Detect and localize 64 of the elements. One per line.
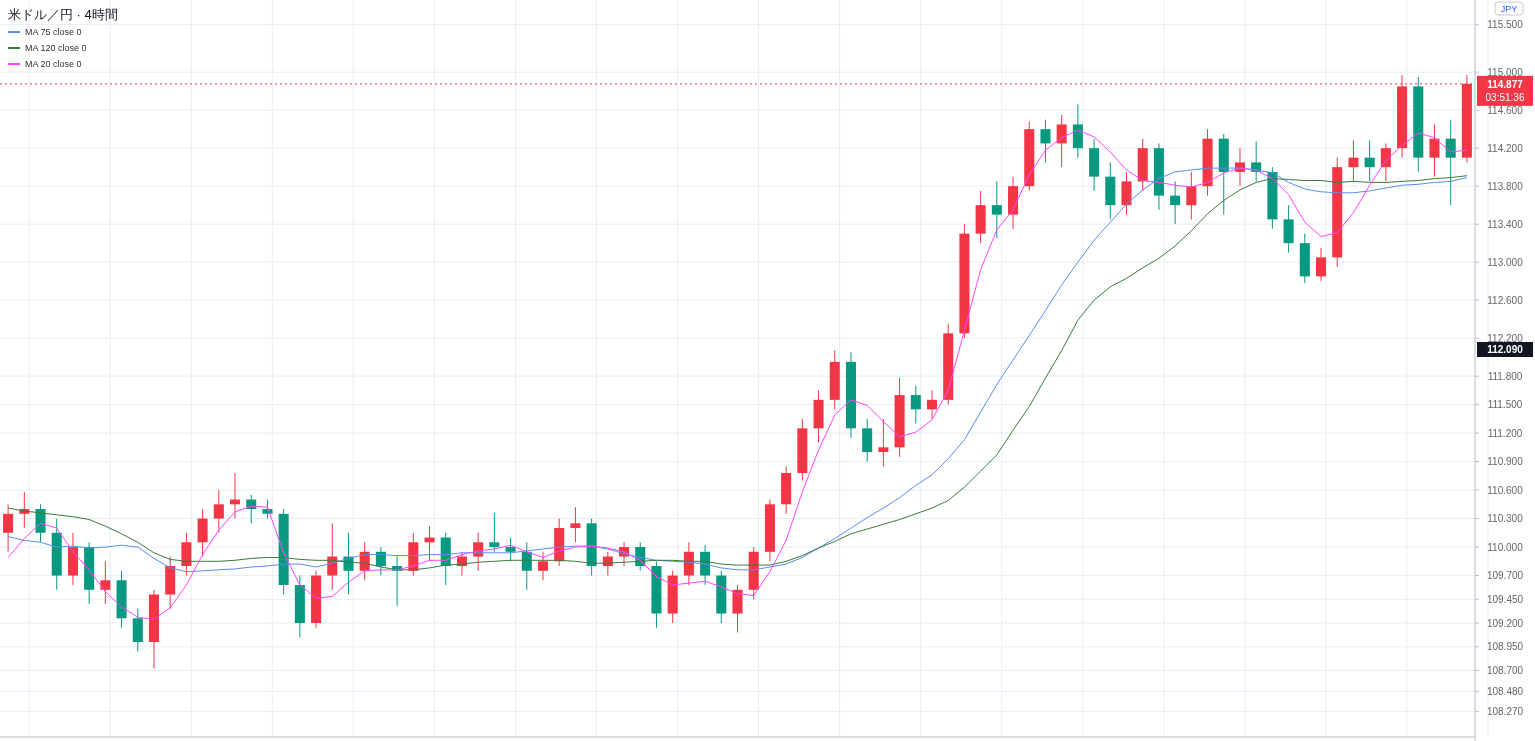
candlestick (1121, 171, 1132, 216)
candlestick (1364, 140, 1375, 182)
text: 米ドル／円 · 4時間 (8, 7, 118, 22)
candlestick (197, 508, 208, 558)
legend-label: MA 20 close 0 (25, 59, 82, 69)
y-tick-label: 114.600 (1487, 104, 1524, 116)
candlestick (570, 506, 581, 543)
y-tick-label: 111.500 (1487, 399, 1523, 411)
candlestick (700, 544, 711, 586)
candlestick (991, 180, 1002, 239)
y-tick-label: 110.900 (1487, 456, 1524, 468)
candlestick (1445, 119, 1456, 206)
candlestick (1072, 103, 1083, 159)
candlestick (1040, 119, 1051, 163)
y-tick-label: 111.200 (1487, 427, 1523, 439)
y-tick-label: 113.000 (1487, 256, 1524, 268)
y-tick-label: 115.000 (1487, 66, 1524, 78)
y-tick-label: 108.950 (1486, 641, 1524, 653)
candlestick (375, 546, 386, 577)
y-tick-label: 108.700 (1486, 665, 1524, 677)
y-tick-label: 113.400 (1487, 218, 1524, 230)
y-tick-label: 112.200 (1487, 332, 1524, 344)
y-tick-label: 115.500 (1487, 19, 1524, 31)
candlestick (3, 503, 14, 553)
candlestick (1056, 114, 1067, 168)
y-tick-label: 108.270 (1486, 705, 1524, 717)
text: 03:51:36 (1485, 91, 1525, 103)
candlestick (926, 389, 938, 420)
candlestick (910, 385, 921, 425)
candlestick (521, 541, 532, 591)
candlestick (1348, 140, 1359, 182)
y-tick-label: 112.600 (1487, 294, 1524, 306)
candlestick (878, 418, 889, 467)
candlestick (489, 512, 500, 553)
y-tick-label: 109.450 (1486, 593, 1524, 605)
candlestick (262, 499, 273, 520)
candlestick (1315, 247, 1327, 282)
y-tick-label: 110.600 (1487, 484, 1524, 496)
legend-label: MA 120 close 0 (25, 43, 87, 53)
y-tick-label: 108.480 (1486, 685, 1524, 697)
candlestick (1170, 180, 1181, 225)
text: 112.090 (1487, 344, 1524, 355)
y-tick-label: 109.700 (1486, 570, 1524, 582)
y-tick-label: 109.200 (1486, 617, 1524, 629)
text: JPY (1500, 4, 1518, 14)
y-tick-label: 111.800 (1487, 370, 1523, 382)
candlestick (100, 560, 111, 605)
candlestick (505, 537, 516, 562)
candlestick (537, 551, 549, 581)
candlestick (732, 584, 743, 634)
candlestick (1283, 204, 1294, 254)
ref-line-label: 114.877 (1487, 78, 1524, 90)
y-tick-label: 110.300 (1487, 513, 1524, 525)
candlestick (213, 489, 224, 534)
y-tick-label: 114.200 (1487, 142, 1524, 154)
candlestick (683, 541, 694, 586)
y-tick-label: 110.000 (1487, 541, 1524, 553)
candlestick (862, 418, 873, 463)
y-tick-label: 113.800 (1487, 180, 1524, 192)
candlestick (132, 608, 143, 653)
candlestick (1186, 171, 1197, 220)
candlestick (1429, 123, 1440, 178)
legend-label: MA 75 close 0 (25, 27, 82, 37)
candlestick (181, 532, 192, 577)
